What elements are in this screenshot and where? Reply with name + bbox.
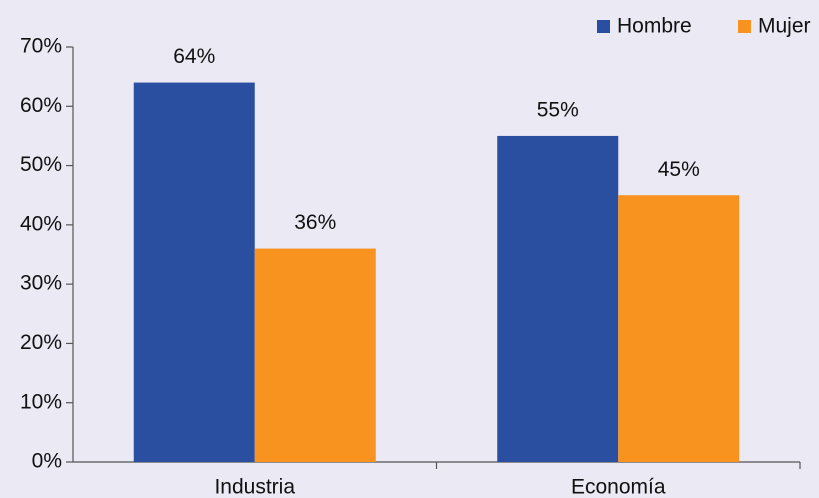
y-tick-label: 40% — [20, 212, 62, 235]
y-tick-label: 70% — [20, 35, 62, 58]
y-tick-label: 60% — [20, 94, 62, 117]
value-label: 45% — [658, 158, 700, 181]
x-tick-label: Economía — [571, 476, 666, 498]
bar — [254, 248, 376, 462]
value-label: 55% — [537, 98, 579, 121]
y-tick-label: 30% — [20, 272, 62, 295]
y-tick-label: 10% — [20, 390, 62, 413]
legend-swatch — [738, 20, 751, 33]
value-label: 36% — [294, 211, 336, 234]
legend-swatch — [597, 20, 610, 33]
bar — [133, 82, 255, 463]
bar — [618, 195, 740, 462]
y-tick-label: 0% — [32, 450, 62, 473]
x-tick-label: Industria — [214, 476, 295, 498]
y-tick-label: 20% — [20, 331, 62, 354]
y-tick-label: 50% — [20, 153, 62, 176]
legend-label: Mujer — [758, 15, 811, 38]
legend-label: Hombre — [617, 15, 692, 38]
bar — [497, 135, 619, 462]
value-label: 64% — [173, 45, 215, 68]
